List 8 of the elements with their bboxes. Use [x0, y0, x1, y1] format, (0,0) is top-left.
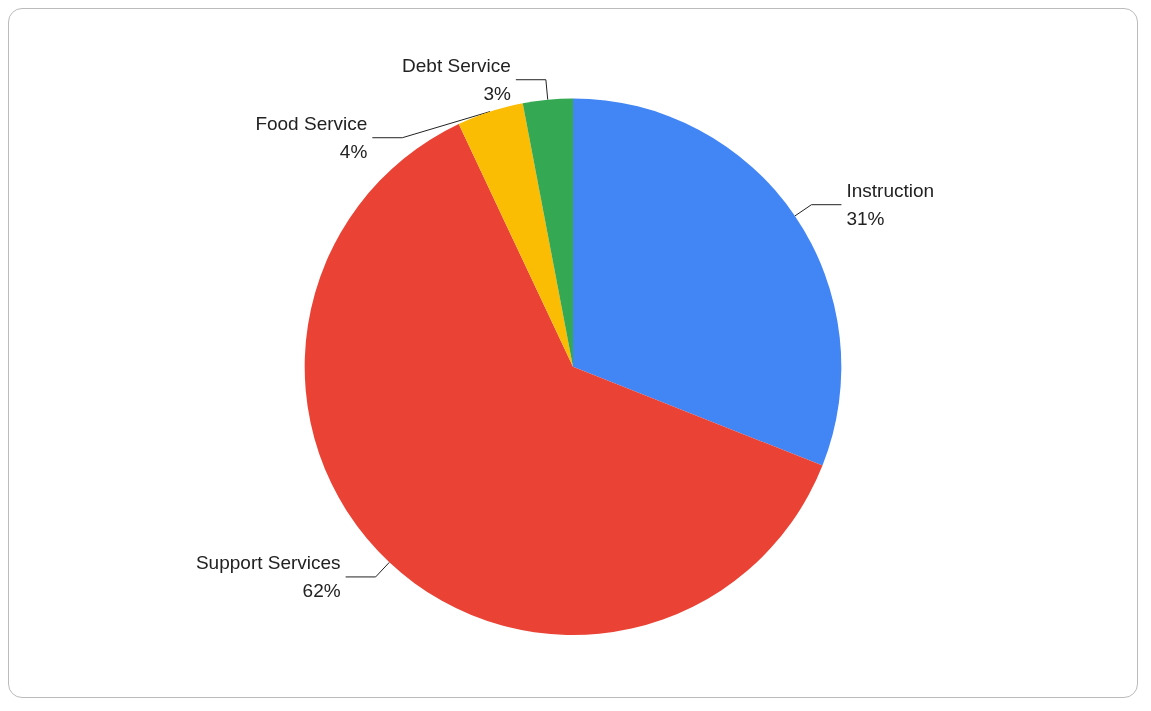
data-label: 31%: [846, 208, 885, 230]
slice-label: Food Service: [255, 113, 368, 135]
slice-label: Support Services: [195, 552, 341, 574]
data-label: 3%: [483, 83, 511, 105]
slice-label: Instruction: [846, 180, 935, 202]
data-label: 4%: [339, 141, 368, 163]
slice-label: Debt Service: [402, 55, 511, 77]
data-label: 62%: [302, 580, 341, 602]
